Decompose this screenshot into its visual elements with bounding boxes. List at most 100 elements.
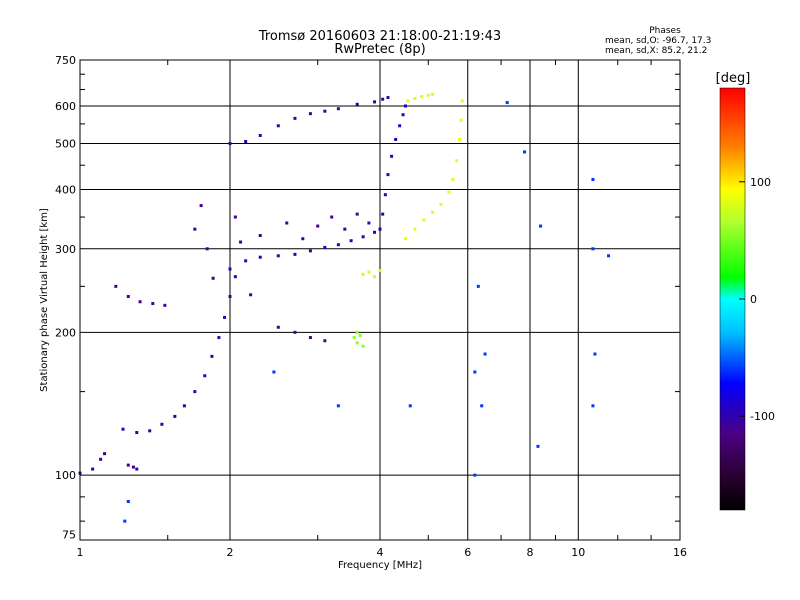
data-point (386, 96, 390, 100)
data-point (523, 150, 527, 154)
data-point (211, 276, 215, 280)
data-point (258, 233, 262, 237)
x-tick-label: 10 (571, 546, 585, 559)
x-tick-label: 6 (464, 546, 471, 559)
data-point (381, 97, 385, 101)
data-point (355, 341, 359, 345)
data-point (203, 374, 207, 378)
data-point (358, 333, 362, 337)
data-point (126, 294, 130, 298)
x-axis-label: Frequency [MHz] (338, 560, 422, 571)
y-tick-label: 500 (55, 138, 76, 151)
x-tick-label: 1 (77, 546, 84, 559)
x-tick-label: 16 (673, 546, 687, 559)
data-point (336, 107, 340, 111)
data-point (361, 344, 365, 348)
phases-line-o: mean, sd,O: -96.7, 17.3 (605, 36, 711, 46)
data-point (373, 275, 377, 279)
data-point (336, 243, 340, 247)
data-point (373, 230, 377, 234)
data-point (536, 444, 540, 448)
data-point (126, 463, 130, 467)
x-tick-label: 2 (227, 546, 234, 559)
y-tick-label: 600 (55, 100, 76, 113)
data-point (539, 224, 543, 228)
data-point (455, 159, 459, 163)
data-point (476, 284, 480, 288)
data-point (205, 247, 209, 251)
data-point (336, 404, 340, 408)
data-point (135, 467, 139, 471)
data-point (420, 95, 424, 99)
y-tick-label: 200 (55, 326, 76, 339)
data-point (217, 336, 221, 340)
x-tick-label: 4 (377, 546, 384, 559)
data-point (422, 218, 426, 222)
data-point (135, 431, 139, 435)
colorbar-label: [deg] (716, 71, 751, 86)
data-point (160, 422, 164, 426)
data-point (330, 215, 334, 219)
data-points (78, 92, 611, 523)
data-point (103, 452, 107, 456)
data-point (343, 227, 347, 231)
axis-ticks: 1 2 4 6 8 10 16 75 100 200 300 400 500 600 750 (55, 54, 687, 559)
data-point (381, 212, 385, 216)
data-point (173, 414, 177, 418)
data-point (244, 259, 248, 263)
phases-line-x: mean, sd,X: 85.2, 21.2 (605, 46, 707, 56)
data-point (323, 109, 327, 113)
data-point (451, 177, 455, 181)
data-point (301, 237, 305, 241)
data-point (258, 133, 262, 137)
data-point (123, 519, 127, 523)
data-point (593, 352, 597, 356)
data-point (386, 173, 390, 177)
data-point (460, 99, 464, 103)
data-point (293, 252, 297, 256)
data-point (293, 330, 297, 334)
data-point (121, 427, 125, 431)
y-axis-label: Stationary phase Virtual Height [km] (39, 208, 50, 392)
data-point (233, 275, 237, 279)
data-point (355, 212, 359, 216)
colorbar-ticks: 100 0 -100 (739, 176, 775, 423)
data-point (199, 204, 203, 208)
y-tick-label: 750 (55, 54, 76, 67)
data-point (473, 473, 477, 477)
data-point (361, 235, 365, 239)
data-point (373, 100, 377, 104)
data-point (483, 352, 487, 356)
data-point (193, 390, 197, 394)
data-point (591, 177, 595, 181)
data-point (355, 102, 359, 106)
data-point (591, 404, 595, 408)
data-point (398, 124, 402, 128)
grid-lines (80, 60, 680, 540)
data-point (308, 336, 312, 340)
data-point (383, 193, 387, 197)
data-point (276, 254, 280, 258)
colorbar-tick-label: 0 (750, 293, 757, 306)
data-point (323, 339, 327, 343)
data-point (131, 465, 135, 469)
data-point (210, 354, 214, 358)
data-point (505, 101, 509, 105)
data-point (403, 104, 407, 108)
data-point (126, 499, 130, 503)
data-point (413, 97, 417, 101)
data-point (316, 224, 320, 228)
data-point (394, 137, 398, 141)
data-point (276, 124, 280, 128)
data-point (413, 227, 417, 231)
phases-heading: Phases (649, 26, 681, 36)
data-point (349, 239, 353, 243)
data-point (426, 93, 430, 97)
y-tick-label: 300 (55, 243, 76, 256)
data-point (431, 92, 435, 96)
data-point (239, 240, 243, 244)
data-point (276, 325, 280, 329)
colorbar-tick-label: 100 (750, 176, 771, 189)
data-point (228, 267, 232, 271)
